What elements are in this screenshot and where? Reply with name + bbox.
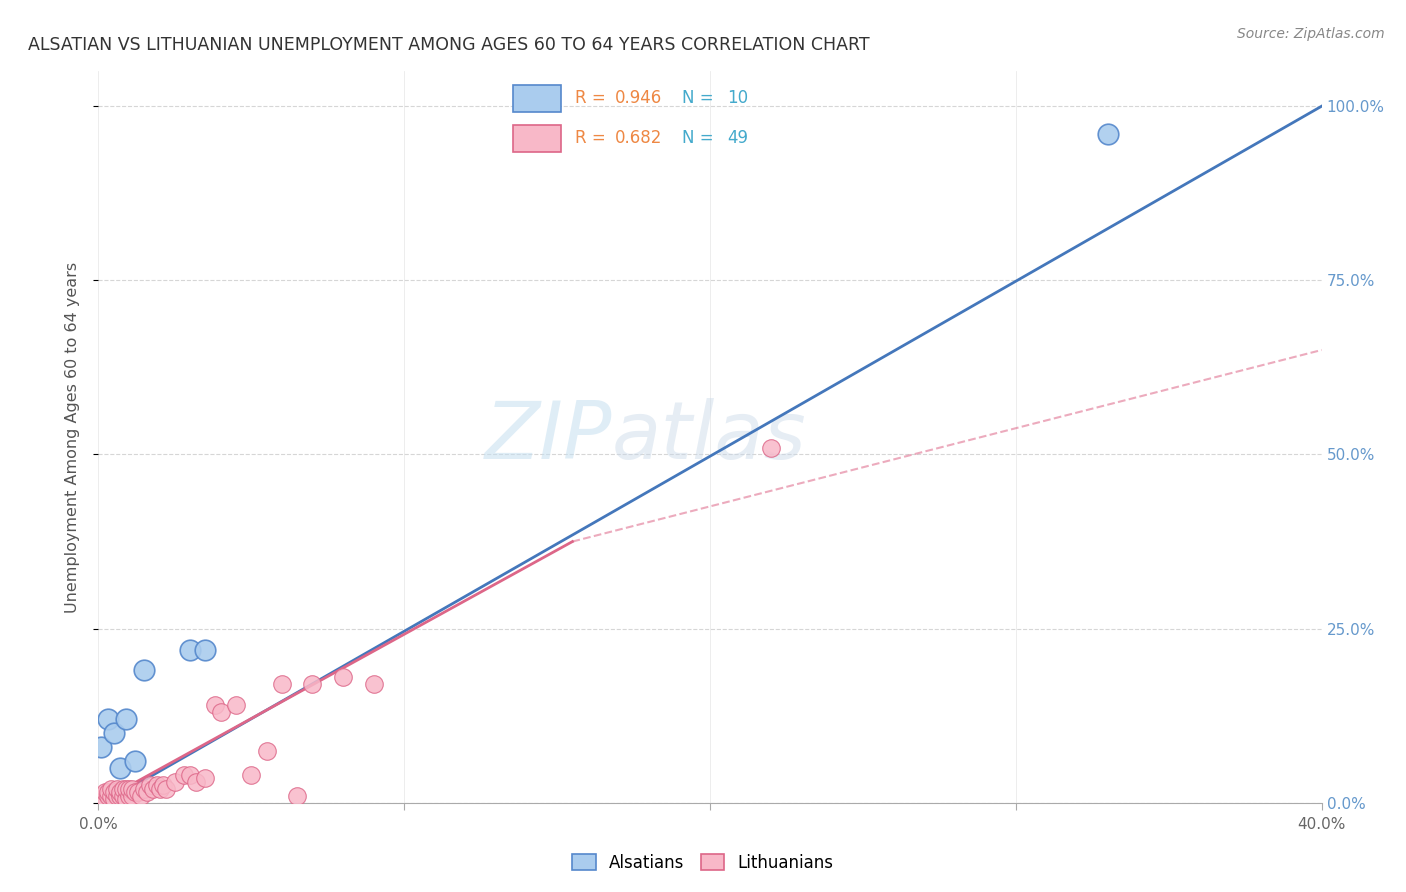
Point [179,642,201,657]
Point [115,712,138,726]
Point [111,789,134,803]
Point [103,792,125,806]
Text: N =: N = [682,89,718,107]
Text: 10: 10 [727,89,748,107]
Point [149,781,172,796]
Point [90,789,112,803]
Point [108,761,131,775]
Text: R =: R = [575,89,612,107]
Point [121,781,143,796]
Point [124,785,146,799]
Point [256,743,278,757]
Text: 0.682: 0.682 [614,129,662,147]
Point [100,789,122,803]
Point [209,705,232,719]
Point [124,754,146,768]
Point [129,789,152,803]
Legend: Alsatians, Lithuanians: Alsatians, Lithuanians [565,847,841,879]
Point [108,785,131,799]
Point [90,740,112,755]
Text: 49: 49 [727,129,748,147]
FancyBboxPatch shape [513,125,561,152]
Point [332,670,354,684]
Point [152,778,174,792]
Point [108,789,131,803]
Point [103,726,125,740]
Text: N =: N = [682,129,718,147]
Text: atlas: atlas [612,398,807,476]
Point [145,778,167,792]
Point [97,789,120,803]
Point [285,789,308,803]
Point [127,785,149,799]
Point [270,677,292,691]
Point [93,792,115,806]
Point [301,677,323,691]
Point [194,642,217,657]
Point [1097,127,1119,141]
Point [363,677,385,691]
Point [103,785,125,799]
Point [204,698,226,713]
Text: 0.946: 0.946 [614,89,662,107]
Point [105,781,128,796]
Point [105,789,128,803]
Point [93,785,115,799]
Point [240,768,263,782]
Point [118,789,141,803]
Point [142,781,165,796]
Text: ALSATIAN VS LITHUANIAN UNEMPLOYMENT AMONG AGES 60 TO 64 YEARS CORRELATION CHART: ALSATIAN VS LITHUANIAN UNEMPLOYMENT AMON… [28,36,870,54]
Point [225,698,247,713]
Point [186,775,208,789]
Point [121,789,143,803]
Point [163,775,186,789]
Point [759,441,782,455]
Point [111,781,134,796]
Point [173,768,195,782]
Point [134,664,156,678]
Text: R =: R = [575,129,612,147]
Point [194,772,217,786]
Point [97,712,120,726]
Point [139,778,162,792]
Point [115,792,138,806]
Point [136,785,159,799]
Point [118,781,141,796]
Point [134,781,156,796]
Point [90,792,112,806]
Point [115,781,138,796]
Point [97,785,120,799]
Point [100,781,122,796]
Text: ZIP: ZIP [485,398,612,476]
Text: Source: ZipAtlas.com: Source: ZipAtlas.com [1237,27,1385,41]
FancyBboxPatch shape [513,85,561,112]
Point [179,768,201,782]
Point [155,781,177,796]
Y-axis label: Unemployment Among Ages 60 to 64 years: Unemployment Among Ages 60 to 64 years [65,261,80,613]
